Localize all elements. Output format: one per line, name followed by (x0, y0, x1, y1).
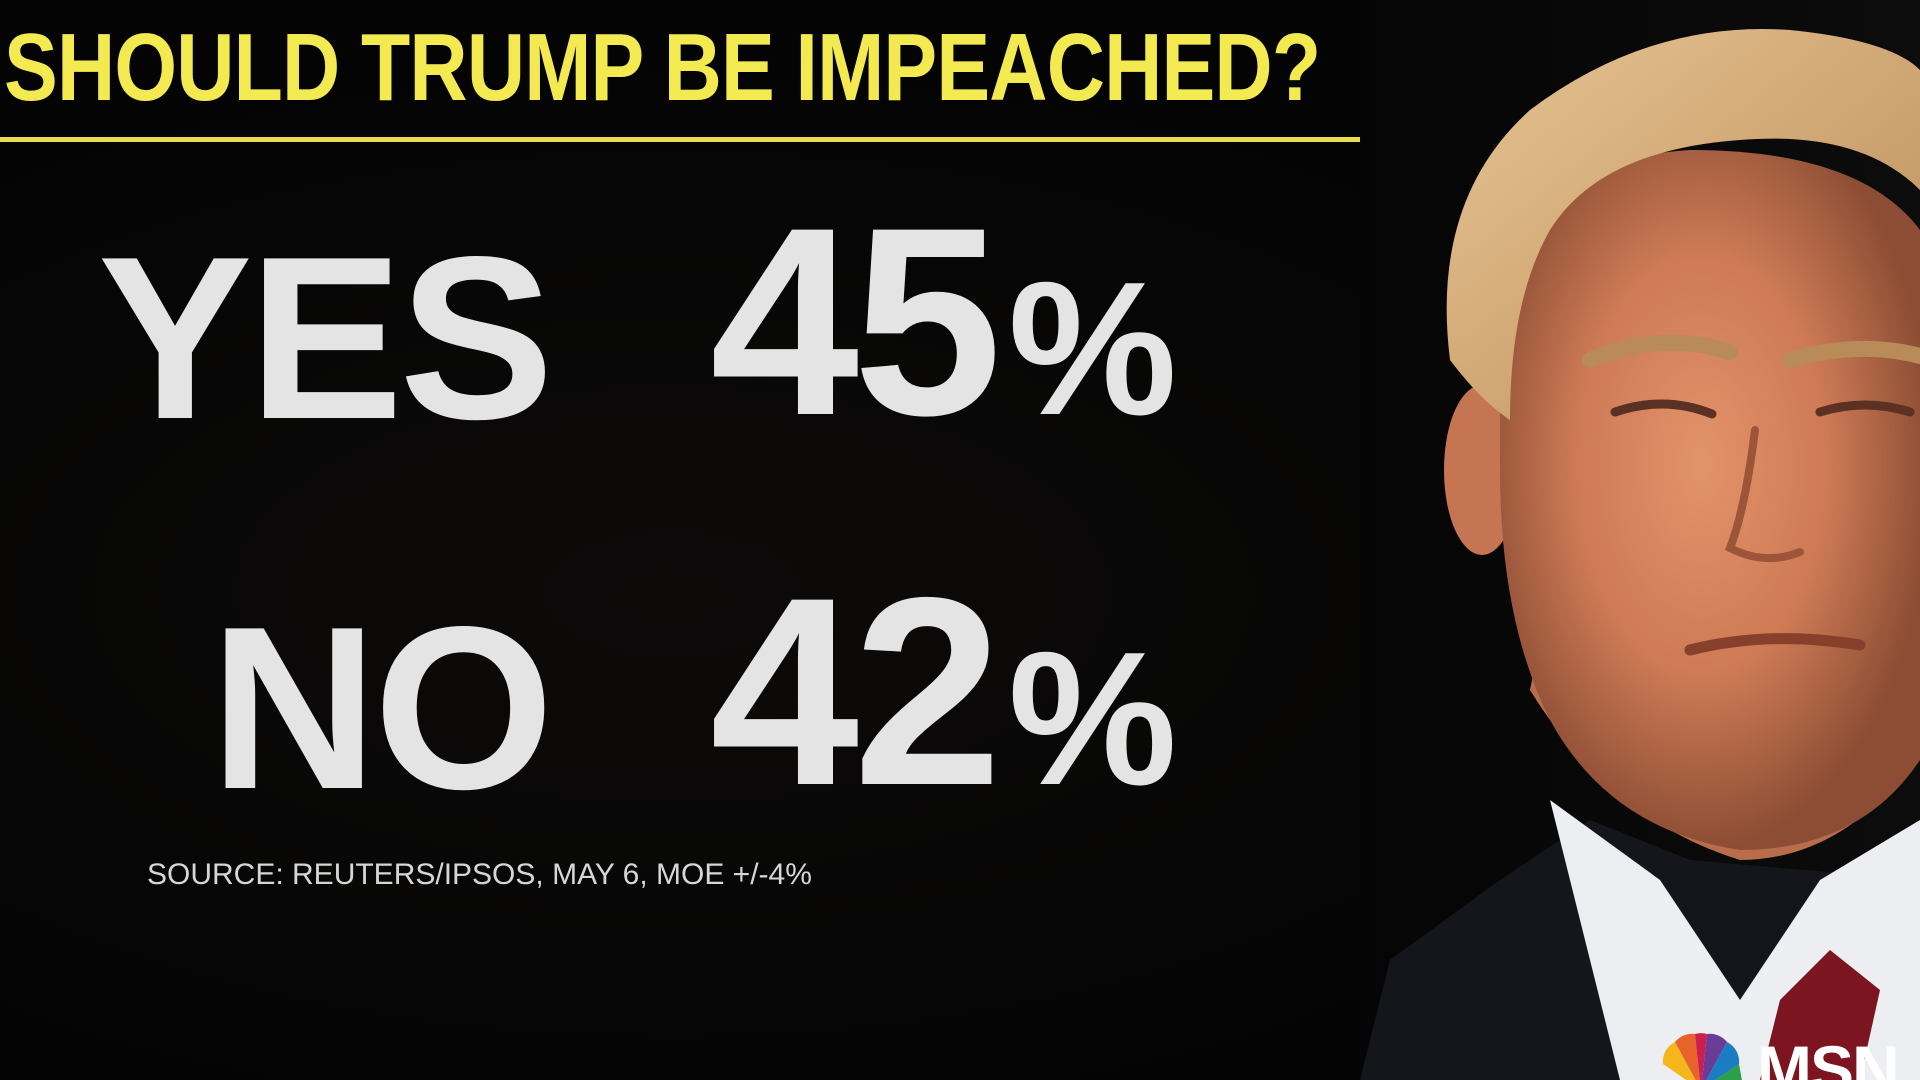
answer-percent-yes: 45% (710, 187, 1177, 455)
nbc-peacock-icon (1662, 1033, 1742, 1080)
answer-label-no: NO (210, 579, 554, 838)
percent-sign: % (1008, 243, 1178, 455)
answer-percent-no: 42% (710, 557, 1177, 825)
answer-value-no: 42 (710, 541, 1002, 841)
network-logo: MSN (1655, 1030, 1900, 1080)
network-logo-text: MSN (1757, 1032, 1900, 1080)
headline: SHOULD TRUMP BE IMPEACHED? (4, 14, 1321, 121)
answer-label-yes: YES (97, 209, 554, 468)
poll-row-yes: YES 45% (0, 187, 1300, 468)
poll-row-no: NO 42% (0, 557, 1300, 838)
headline-underline (0, 137, 1448, 142)
answer-value-yes: 45 (710, 171, 1002, 471)
percent-sign: % (1008, 613, 1178, 825)
portrait-photo (1360, 0, 1920, 1080)
source-citation: SOURCE: REUTERS/IPSOS, MAY 6, MOE +/-4% (147, 858, 812, 891)
